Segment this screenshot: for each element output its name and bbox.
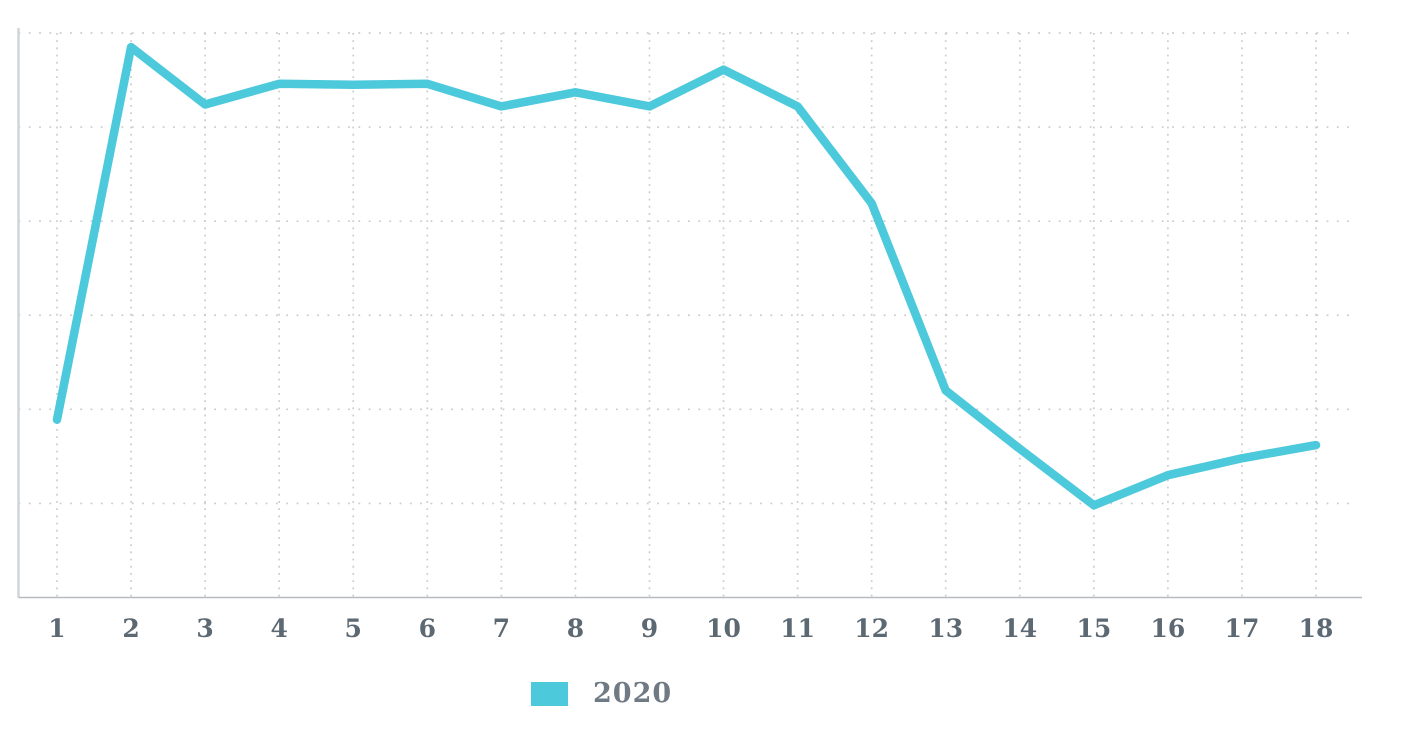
x-tick-label: 18 xyxy=(1299,614,1334,643)
series-line-2020 xyxy=(52,42,1321,510)
legend: 2020 xyxy=(531,678,672,709)
x-tick-label: 1 xyxy=(48,614,65,643)
x-tick-label: 7 xyxy=(493,614,510,643)
x-tick-label: 16 xyxy=(1151,614,1186,643)
chart-plot-area: 1 2 3 4 5 6 7 8 9 10 11 12 13 14 15 16 17 18 xyxy=(17,28,1362,643)
x-tick-label: 6 xyxy=(419,614,436,643)
x-tick-label: 11 xyxy=(780,614,815,643)
x-tick-label: 5 xyxy=(345,614,362,643)
x-tick-label: 12 xyxy=(854,614,889,643)
x-tick-label: 3 xyxy=(196,614,213,643)
legend-swatch-2020[interactable] xyxy=(531,681,568,706)
legend-label-2020[interactable]: 2020 xyxy=(593,678,673,709)
x-tick-label: 13 xyxy=(928,614,963,643)
x-tick-label: 10 xyxy=(706,614,741,643)
x-tick-label: 14 xyxy=(1002,614,1037,643)
x-tick-label: 4 xyxy=(270,614,287,643)
x-tick-label: 8 xyxy=(567,614,584,643)
x-tick-label: 17 xyxy=(1225,614,1260,643)
x-tick-label: 2 xyxy=(122,614,139,643)
x-tick-label: 9 xyxy=(641,614,658,643)
x-tick-label: 15 xyxy=(1076,614,1111,643)
